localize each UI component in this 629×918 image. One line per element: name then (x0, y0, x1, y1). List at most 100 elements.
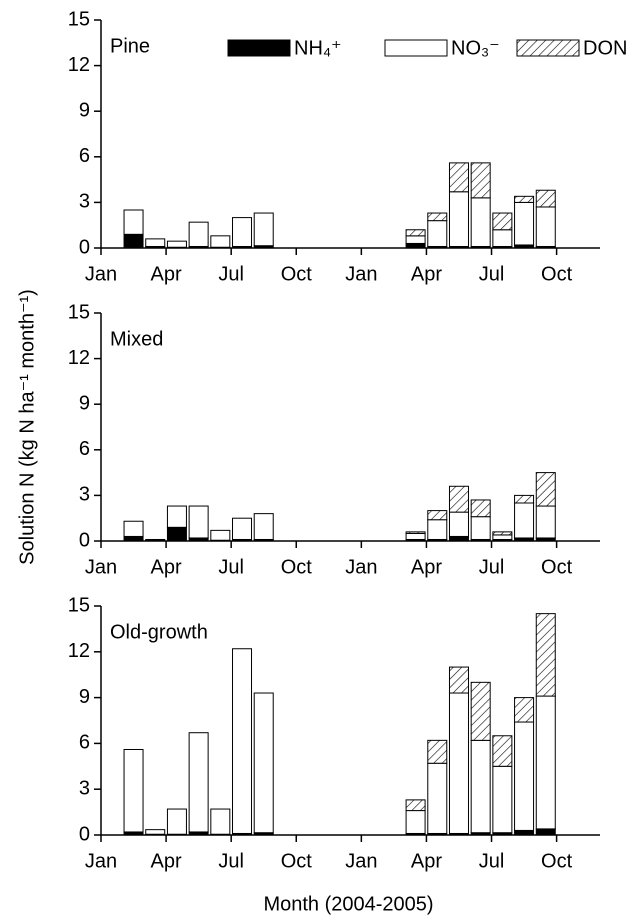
x-tick-label: Apr (151, 850, 182, 872)
x-tick-label: Apr (411, 263, 442, 285)
bar-segment (470, 739, 491, 834)
bar-segment (188, 221, 209, 247)
bar-segment (514, 195, 535, 203)
legend-swatch (227, 39, 291, 57)
bar-segment (427, 762, 448, 834)
bar-segment (448, 666, 469, 694)
y-tick-label: 15 (68, 594, 90, 616)
bar-segment (535, 206, 556, 247)
bar-segment (405, 810, 426, 834)
bar-segment (123, 233, 144, 249)
y-tick-label: 0 (79, 823, 90, 845)
y-tick-label: 9 (79, 392, 90, 414)
x-axis-label: Month (2004-2005) (263, 893, 433, 915)
y-tick-label: 15 (68, 8, 90, 30)
y-tick-label: 15 (68, 301, 90, 323)
y-tick-label: 12 (68, 54, 90, 76)
x-tick-label: Jan (85, 850, 117, 872)
bar-segment (448, 191, 469, 247)
x-tick-label: Jul (479, 850, 505, 872)
bar-segment (166, 808, 187, 835)
bar-segment (123, 209, 144, 235)
bar-segment (470, 681, 491, 741)
bar-segment (470, 516, 491, 540)
bar-segment (535, 189, 556, 208)
x-tick-label: Jan (345, 850, 377, 872)
bar-segment (427, 220, 448, 247)
bar-segment (514, 697, 535, 723)
bar-segment (427, 212, 448, 222)
bar-segment (470, 162, 491, 199)
bar-segment (470, 499, 491, 518)
x-tick-label: Apr (151, 556, 182, 578)
bar-segment (535, 613, 556, 697)
bar-segment (514, 721, 535, 831)
bar-segment (405, 532, 426, 540)
bar-segment (123, 749, 144, 833)
legend-label: NH₄⁺ (294, 37, 342, 59)
x-tick-label: Oct (541, 556, 573, 578)
bar-segment (492, 229, 513, 247)
bar-segment (448, 485, 469, 513)
bar-segment (210, 808, 231, 835)
bar-segment (210, 235, 231, 248)
x-tick-label: Jul (479, 263, 505, 285)
bar-segment (492, 765, 513, 834)
y-tick-label: 9 (79, 99, 90, 121)
bar-segment (232, 517, 253, 540)
bar-segment (535, 695, 556, 830)
y-tick-label: 6 (79, 438, 90, 460)
bar-segment (232, 217, 253, 247)
x-tick-label: Jan (85, 263, 117, 285)
x-tick-label: Apr (151, 263, 182, 285)
x-tick-label: Oct (541, 263, 573, 285)
bar-segment (535, 472, 556, 507)
x-tick-label: Oct (541, 850, 573, 872)
bar-segment (492, 534, 513, 540)
panel-title: Mixed (110, 328, 163, 350)
y-tick-label: 12 (68, 347, 90, 369)
legend-swatch (384, 39, 448, 57)
bar-segment (123, 520, 144, 537)
legend-swatch (516, 39, 580, 57)
bar-segment (535, 828, 556, 836)
bar-segment (514, 201, 535, 246)
x-tick-label: Jul (218, 850, 244, 872)
y-tick-label: 3 (79, 484, 90, 506)
bar-segment (166, 240, 187, 248)
bar-segment (492, 735, 513, 767)
bar-segment (448, 692, 469, 834)
y-tick-label: 12 (68, 640, 90, 662)
bar-segment (145, 538, 166, 541)
x-tick-label: Apr (411, 556, 442, 578)
y-tick-label: 6 (79, 145, 90, 167)
bar-segment (232, 648, 253, 834)
x-tick-label: Apr (411, 850, 442, 872)
bar-segment (166, 505, 187, 528)
bar-segment (405, 229, 426, 237)
y-tick-label: 3 (79, 777, 90, 799)
bar-segment (405, 799, 426, 812)
bar-segment (145, 238, 166, 247)
bar-segment (166, 526, 187, 542)
x-tick-label: Oct (281, 263, 313, 285)
y-tick-label: 0 (79, 236, 90, 258)
bar-segment (492, 531, 513, 536)
bar-segment (188, 732, 209, 833)
x-tick-label: Jan (345, 263, 377, 285)
bar-segment (405, 235, 426, 244)
x-tick-label: Oct (281, 556, 313, 578)
bar-segment (514, 502, 535, 539)
x-tick-label: Jan (85, 556, 117, 578)
bar-segment (427, 739, 448, 764)
x-tick-label: Jul (479, 556, 505, 578)
bar-segment (253, 212, 274, 247)
bar-segment (448, 162, 469, 193)
bar-segment (427, 519, 448, 540)
x-tick-label: Oct (281, 850, 313, 872)
y-tick-label: 3 (79, 191, 90, 213)
bar-segment (448, 511, 469, 537)
panel-title: Pine (110, 35, 150, 57)
